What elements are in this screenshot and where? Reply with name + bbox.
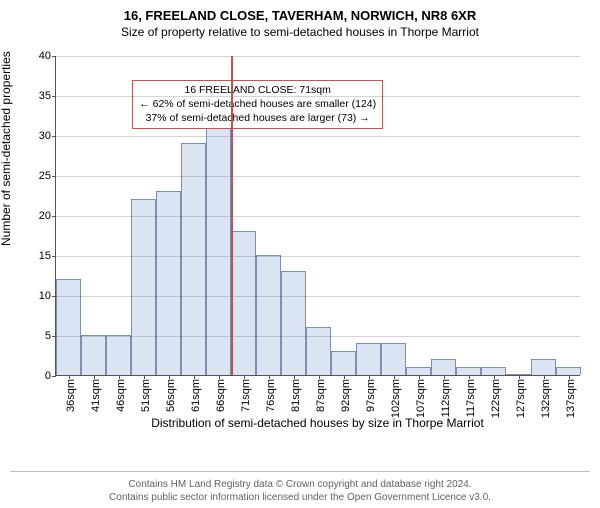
y-tick-label: 25 bbox=[39, 170, 51, 182]
bar bbox=[531, 359, 556, 375]
footer-separator bbox=[10, 471, 590, 472]
y-tick-label: 40 bbox=[39, 50, 51, 62]
bar bbox=[481, 367, 506, 375]
callout-line: ← 62% of semi-detached houses are smalle… bbox=[139, 97, 376, 111]
callout-box: 16 FREELAND CLOSE: 71sqm← 62% of semi-de… bbox=[132, 80, 383, 129]
x-tick-label: 117sqm bbox=[465, 379, 477, 417]
grid-line bbox=[56, 296, 580, 297]
plot-area: 16 FREELAND CLOSE: 71sqm← 62% of semi-de… bbox=[55, 56, 580, 376]
y-tick-label: 15 bbox=[39, 250, 51, 262]
bar bbox=[406, 367, 431, 375]
y-tick-label: 10 bbox=[39, 290, 51, 302]
x-tick-label: 41sqm bbox=[90, 379, 102, 412]
x-tick-label: 127sqm bbox=[515, 379, 527, 418]
callout-line: 37% of semi-detached houses are larger (… bbox=[139, 111, 376, 125]
x-tick-label: 46sqm bbox=[115, 379, 127, 412]
y-tick-mark bbox=[52, 216, 56, 217]
bar bbox=[281, 271, 306, 375]
footer-line-1: Contains HM Land Registry data © Crown c… bbox=[128, 479, 471, 490]
bar bbox=[556, 367, 581, 375]
x-tick-label: 112sqm bbox=[440, 379, 452, 417]
bar bbox=[431, 359, 456, 375]
y-axis-label: Number of semi-detached properties bbox=[0, 51, 13, 246]
y-tick-mark bbox=[52, 336, 56, 337]
grid-line bbox=[56, 56, 580, 57]
y-tick-mark bbox=[52, 176, 56, 177]
x-tick-label: 81sqm bbox=[290, 379, 302, 412]
bar bbox=[106, 335, 131, 375]
chart-container: Number of semi-detached properties 16 FR… bbox=[0, 46, 600, 446]
grid-line bbox=[56, 256, 580, 257]
y-tick-mark bbox=[52, 136, 56, 137]
y-tick-mark bbox=[52, 96, 56, 97]
grid-line bbox=[56, 216, 580, 217]
y-tick-mark bbox=[52, 376, 56, 377]
bar bbox=[231, 231, 256, 375]
page-title: 16, FREELAND CLOSE, TAVERHAM, NORWICH, N… bbox=[0, 8, 600, 23]
bar bbox=[131, 199, 156, 375]
x-tick-label: 56sqm bbox=[165, 379, 177, 412]
grid-line bbox=[56, 336, 580, 337]
page-subtitle: Size of property relative to semi-detach… bbox=[0, 25, 600, 39]
y-tick-label: 5 bbox=[45, 330, 51, 342]
bar bbox=[356, 343, 381, 375]
bar bbox=[381, 343, 406, 375]
bar bbox=[56, 279, 81, 375]
bar bbox=[81, 335, 106, 375]
x-tick-label: 92sqm bbox=[340, 379, 352, 412]
y-tick-label: 35 bbox=[39, 90, 51, 102]
bar bbox=[181, 143, 206, 375]
bar bbox=[206, 127, 231, 375]
footer-line-2: Contains public sector information licen… bbox=[109, 492, 491, 503]
bar bbox=[256, 255, 281, 375]
x-tick-label: 36sqm bbox=[65, 379, 77, 412]
x-tick-label: 132sqm bbox=[540, 379, 552, 418]
y-tick-label: 20 bbox=[39, 210, 51, 222]
x-tick-label: 61sqm bbox=[190, 379, 202, 412]
x-tick-label: 107sqm bbox=[415, 379, 427, 418]
x-tick-label: 51sqm bbox=[140, 379, 152, 412]
x-tick-label: 76sqm bbox=[265, 379, 277, 412]
y-tick-mark bbox=[52, 296, 56, 297]
bar bbox=[156, 191, 181, 375]
x-tick-label: 66sqm bbox=[215, 379, 227, 412]
grid-line bbox=[56, 96, 580, 97]
marker-line bbox=[231, 56, 233, 375]
y-tick-label: 30 bbox=[39, 130, 51, 142]
y-tick-mark bbox=[52, 256, 56, 257]
y-tick-label: 0 bbox=[45, 370, 51, 382]
x-axis-label: Distribution of semi-detached houses by … bbox=[55, 416, 580, 430]
bar bbox=[456, 367, 481, 375]
y-tick-mark bbox=[52, 56, 56, 57]
bar bbox=[331, 351, 356, 375]
x-tick-label: 137sqm bbox=[565, 379, 577, 418]
grid-line bbox=[56, 136, 580, 137]
x-tick-label: 87sqm bbox=[315, 379, 327, 412]
x-tick-label: 71sqm bbox=[240, 379, 252, 412]
grid-line bbox=[56, 176, 580, 177]
x-tick-label: 122sqm bbox=[490, 379, 502, 418]
x-tick-label: 102sqm bbox=[390, 379, 402, 418]
x-tick-label: 97sqm bbox=[365, 379, 377, 412]
bar bbox=[306, 327, 331, 375]
footer-attribution: Contains HM Land Registry data © Crown c… bbox=[0, 478, 600, 508]
